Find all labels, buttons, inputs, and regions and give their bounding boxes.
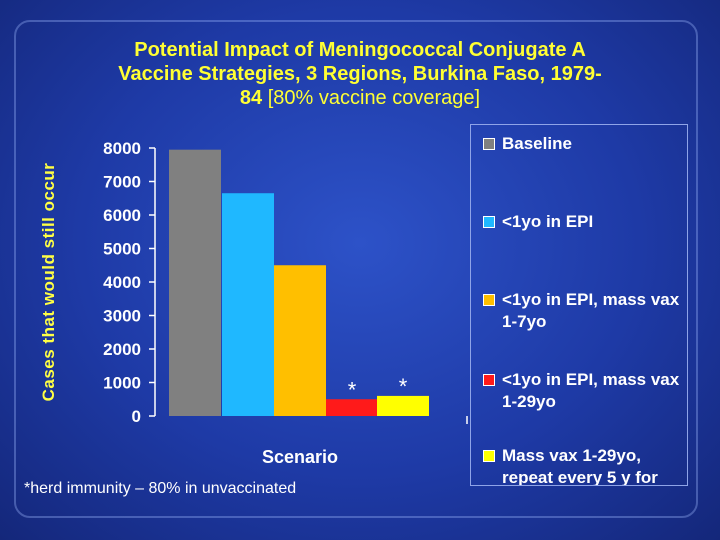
chart-title: Potential Impact of Meningococcal Conjug… xyxy=(40,38,680,110)
legend-swatch-epi-mass-1-29 xyxy=(483,374,495,386)
title-line-3-bold: 84 xyxy=(239,87,263,109)
legend-label-epi: <1yo in EPI xyxy=(502,212,594,231)
bar-annotation-3: * xyxy=(348,377,357,402)
legend-item-epi: <1yo in EPI xyxy=(483,211,687,233)
legend-item-epi-mass-1-29: <1yo in EPI, mass vax 1-29yo xyxy=(483,369,687,413)
y-tick-label-8: 8000 xyxy=(103,139,141,158)
legend-swatch-baseline xyxy=(483,138,495,150)
legend-swatch-epi xyxy=(483,216,495,228)
legend-label-baseline: Baseline xyxy=(502,134,572,153)
legend-item-epi-mass-1-7: <1yo in EPI, mass vax 1-7yo xyxy=(483,289,687,333)
y-tick-label-6: 6000 xyxy=(103,206,141,225)
title-line-3-rest: [80% vaccine coverage] xyxy=(262,87,481,109)
legend-item-mass-repeat: Mass vax 1-29yo, repeat every 5 y for xyxy=(483,445,687,486)
legend-swatch-epi-mass-1-7 xyxy=(483,294,495,306)
bar-3 xyxy=(326,399,378,416)
legend-label-epi-mass-1-29: <1yo in EPI, mass vax 1-29yo xyxy=(502,370,680,411)
bar-4 xyxy=(377,395,429,416)
legend-swatch-mass-repeat xyxy=(483,450,495,462)
bar-annotation-4: * xyxy=(399,374,408,399)
legend-label-mass-repeat: Mass vax 1-29yo, repeat every 5 y for xyxy=(502,446,658,486)
title-line-1: Potential Impact of Meningococcal Conjug… xyxy=(134,39,586,61)
y-tick-label-1: 1000 xyxy=(103,374,141,393)
x-axis-label: Scenario xyxy=(261,447,339,467)
title-line-2: Vaccine Strategies, 3 Regions, Burkina F… xyxy=(118,63,602,85)
y-tick-label-3: 3000 xyxy=(103,307,141,326)
bar-2 xyxy=(274,265,326,416)
legend-item-baseline: Baseline xyxy=(483,133,687,155)
y-tick-label-0: 0 xyxy=(132,407,141,426)
footnote: *herd immunity – 80% in unvaccinated xyxy=(24,480,297,497)
bar-1 xyxy=(222,193,274,416)
y-tick-label-2: 2000 xyxy=(103,340,141,359)
legend: Baseline <1yo in EPI <1yo in EPI, mass v… xyxy=(470,124,688,486)
y-tick-label-7: 7000 xyxy=(103,173,141,192)
y-tick-label-4: 4000 xyxy=(103,273,141,292)
legend-label-epi-mass-1-7: <1yo in EPI, mass vax 1-7yo xyxy=(502,290,680,331)
bar-0 xyxy=(169,149,221,417)
y-tick-label-5: 5000 xyxy=(103,240,141,259)
